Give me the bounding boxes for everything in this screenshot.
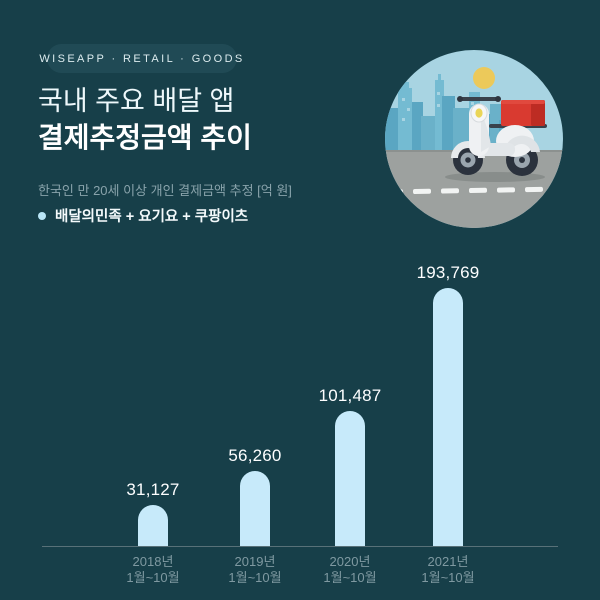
bar — [138, 505, 168, 546]
delivery-scooter-illustration — [385, 50, 563, 228]
brand-badge-label: WISEAPP · RETAIL · GOODS — [39, 52, 245, 65]
x-axis-label: 2020년 1월~10월 — [323, 554, 377, 585]
x-axis-line — [42, 546, 558, 547]
x-axis-label: 2018년 1월~10월 — [126, 554, 180, 585]
scooter-scene-svg — [385, 50, 563, 228]
x-axis-label: 2021년 1월~10월 — [421, 554, 475, 585]
bar — [335, 411, 365, 546]
legend-label: 배달의민족 + 요기요 + 쿠팡이츠 — [55, 209, 249, 225]
white-scooter — [445, 96, 547, 182]
bar-value-label: 31,127 — [126, 480, 180, 499]
bar-value-label: 101,487 — [318, 386, 382, 405]
bar — [433, 288, 463, 546]
x-axis-label: 2019년 1월~10월 — [228, 554, 282, 585]
bar-value-label: 193,769 — [416, 263, 480, 282]
page-title: 국내 주요 배달 앱 결제추정금액 추이 — [38, 88, 252, 152]
brand-badge: WISEAPP · RETAIL · GOODS — [39, 44, 242, 73]
chart-subtitle: 한국인 만 20세 이상 개인 결제금액 추정 [억 원] — [38, 183, 292, 198]
chart-legend: 배달의민족 + 요기요 + 쿠팡이츠 — [38, 205, 248, 226]
bar-value-label: 56,260 — [228, 446, 282, 465]
bar-chart: 31,127 2018년 1월~10월 56,260 2019년 1월~10월 101,48… — [0, 240, 600, 600]
sun-icon — [473, 67, 495, 89]
red-delivery-box — [501, 100, 545, 126]
title-line-1: 국내 주요 배달 앱 — [38, 86, 235, 116]
bar — [240, 471, 270, 546]
legend-bullet-icon — [38, 211, 46, 220]
title-line-2: 결제추정금액 추이 — [38, 122, 252, 153]
